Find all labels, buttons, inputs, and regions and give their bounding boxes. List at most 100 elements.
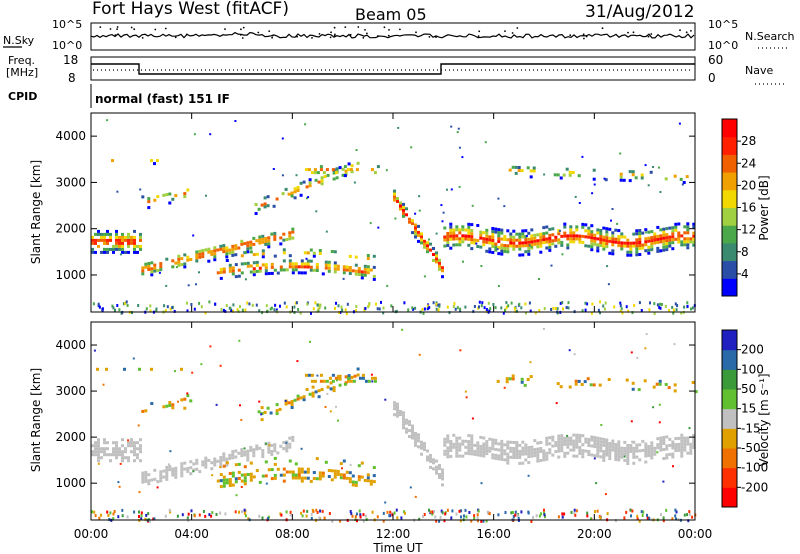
velocity-colorbar-segment <box>722 330 737 351</box>
scatter-cell <box>171 406 175 410</box>
scatter-cell <box>141 272 145 276</box>
scatter-cell <box>147 473 151 477</box>
scatter-cell <box>503 443 507 447</box>
scatter-cell <box>511 374 515 378</box>
scatter-cell <box>338 166 342 170</box>
noise-cell <box>492 303 495 306</box>
scatter-cell <box>671 443 675 447</box>
scatter-cell <box>106 241 109 245</box>
scatter-cell <box>138 367 141 371</box>
scatter-cell <box>652 385 656 389</box>
scatter-cell <box>249 250 253 254</box>
scatter-cell <box>557 455 561 459</box>
scatter-cell <box>393 192 396 196</box>
scatter-cell <box>545 246 549 250</box>
noise-cell <box>636 517 639 521</box>
scatter-cell <box>127 441 130 445</box>
noise-cell <box>316 309 319 313</box>
scatter-cell <box>306 470 310 474</box>
nsky-point <box>133 28 136 31</box>
scatter-cell <box>586 377 590 381</box>
scatter-cell <box>231 272 235 276</box>
scatter-cell <box>511 165 515 169</box>
scatter-cell <box>150 267 154 271</box>
scatter-cell <box>109 247 112 251</box>
scatter-cell <box>159 262 163 266</box>
scatter-cell <box>411 219 414 223</box>
scatter-cell <box>311 391 315 395</box>
noise-cell <box>112 517 115 521</box>
noise-cell <box>581 155 584 158</box>
noise-cell <box>636 514 639 518</box>
scatter-cell <box>530 448 534 452</box>
scatter-cell <box>640 176 644 180</box>
scatter-cell <box>240 262 244 266</box>
scatter-cell <box>566 442 570 446</box>
scatter-cell <box>361 376 365 380</box>
scatter-cell <box>539 447 543 450</box>
noise-cell <box>351 514 354 518</box>
scatter-cell <box>183 265 187 269</box>
noise-cell <box>133 510 136 514</box>
scatter-cell <box>127 232 130 236</box>
scatter-cell <box>524 244 528 248</box>
nsky-point <box>116 26 119 28</box>
scatter-cell <box>599 446 603 450</box>
noise-cell <box>409 486 412 489</box>
nsky-point <box>690 30 692 32</box>
scatter-cell <box>686 451 690 455</box>
scatter-cell <box>455 234 459 238</box>
noise-cell <box>465 396 468 399</box>
noise-cell <box>659 191 662 193</box>
scatter-cell <box>686 243 690 247</box>
scatter-cell <box>569 234 573 238</box>
noise-cell <box>514 309 517 313</box>
scatter-cell <box>587 441 591 444</box>
scatter-cell <box>246 452 250 456</box>
noise-cell <box>382 306 385 310</box>
scatter-cell <box>159 268 163 272</box>
noise-cell <box>219 466 222 469</box>
noise-cell <box>407 308 410 312</box>
scatter-cell <box>638 443 642 447</box>
noise-cell <box>487 301 490 305</box>
scatter-cell <box>572 234 576 238</box>
scatter-cell <box>596 454 600 458</box>
scatter-cell <box>659 445 663 449</box>
scatter-cell <box>174 469 178 473</box>
noise-cell <box>451 509 454 513</box>
scatter-cell <box>121 456 124 460</box>
scatter-cell <box>293 190 297 194</box>
noise-cell <box>578 202 581 204</box>
scatter-cell <box>605 450 609 454</box>
scatter-cell <box>521 452 525 456</box>
noise-cell <box>285 441 288 444</box>
scatter-cell <box>225 252 229 256</box>
scatter-cell <box>267 447 271 451</box>
scatter-cell <box>270 271 274 275</box>
scatter-cell <box>396 405 399 409</box>
scatter-cell <box>560 437 564 441</box>
nsky-point <box>415 31 417 34</box>
scatter-cell <box>536 459 540 463</box>
scatter-cell <box>620 244 624 248</box>
nave-tick-bottom: 0 <box>708 71 716 85</box>
scatter-cell <box>294 473 298 477</box>
scatter-cell <box>219 462 223 466</box>
scatter-cell <box>575 436 579 440</box>
noise-cell <box>382 511 385 515</box>
scatter-cell <box>536 441 540 445</box>
scatter-cell <box>572 231 576 235</box>
scatter-cell <box>97 456 100 460</box>
scatter-cell <box>315 263 319 266</box>
scatter-cell <box>273 462 277 466</box>
scatter-cell <box>575 442 579 446</box>
scatter-cell <box>533 448 537 452</box>
scatter-cell <box>470 449 474 453</box>
scatter-cell <box>578 234 582 238</box>
scatter-cell <box>320 388 324 391</box>
scatter-cell <box>662 233 666 237</box>
noise-cell <box>272 168 275 170</box>
scatter-cell <box>527 449 531 453</box>
scatter-cell <box>112 447 115 451</box>
